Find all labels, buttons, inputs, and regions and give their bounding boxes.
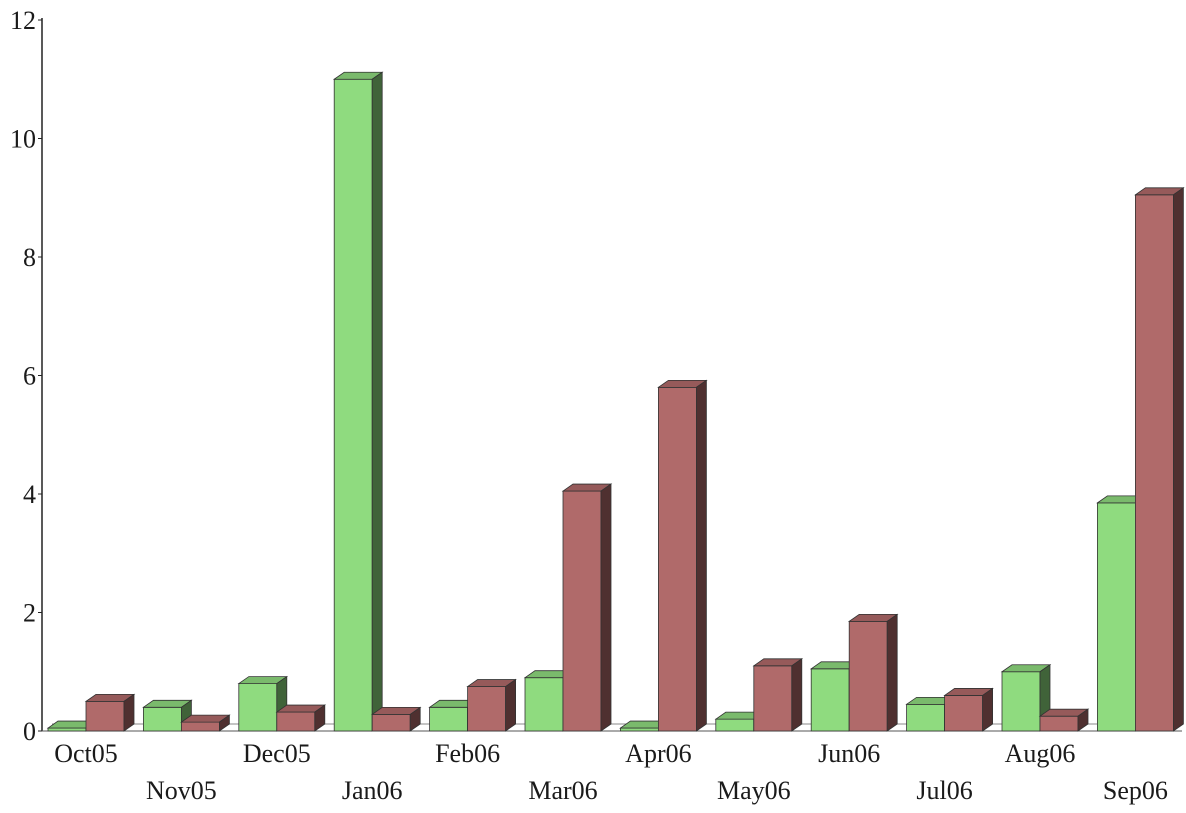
bar-Dec05-s2-side — [314, 704, 326, 732]
bar-Jul06-s2-front — [944, 695, 983, 732]
bar-Jun06-s2-side — [886, 613, 898, 732]
bar-Feb06-s2 — [466, 678, 517, 732]
bar-Mar06-s1-front — [524, 677, 564, 732]
bar-Jul06-s2-side — [982, 687, 993, 732]
x-tick-label: Jan06 — [342, 776, 403, 805]
y-tick-label: 12 — [10, 6, 36, 35]
bar-Mar06-s2-side — [600, 483, 612, 732]
bar-Sep06-s1-front — [1097, 502, 1136, 732]
x-tick-label: Feb06 — [435, 739, 500, 768]
x-tick-label: May06 — [717, 776, 791, 805]
bar-Feb06-s2-front — [467, 686, 507, 732]
bar-Nov05-s2 — [180, 714, 231, 732]
x-tick-label: Mar06 — [528, 776, 597, 805]
y-tick-label: 4 — [23, 480, 36, 509]
bar-Jul06-s2 — [943, 687, 994, 732]
bar-Nov05-s2-side — [218, 714, 230, 732]
x-tick-label: Nov05 — [146, 776, 217, 805]
bar-Apr06-s2-front — [658, 386, 697, 732]
x-tick-label: Apr06 — [625, 739, 691, 768]
y-tick-label: 6 — [23, 362, 36, 391]
bar-May06-s2 — [752, 658, 804, 732]
y-tick-label: 0 — [23, 717, 36, 746]
labels-layer: 0 2 4 6 8 10 12 Oct05 Nov05 Dec05 Jan06 Feb06 Mar06 A… — [10, 6, 1168, 805]
bar-Jun06-s1-front — [810, 668, 850, 732]
bar-Jan06-s2-side — [409, 706, 421, 732]
x-tick-label: Aug06 — [1005, 739, 1076, 768]
bar-Jan06-s2-front — [371, 714, 411, 732]
x-tick-label: Dec05 — [243, 739, 311, 768]
bar-Jan06-s2 — [370, 706, 422, 732]
y-tick-label: 8 — [23, 243, 36, 272]
bar-Dec05-s1 — [237, 675, 289, 732]
y-tick-label: 2 — [23, 599, 36, 628]
bar-May06-s1-front — [715, 718, 755, 732]
bar-Aug06-s2-front — [1039, 715, 1079, 732]
bar-Aug06-s1-front — [1001, 671, 1041, 732]
bar-Sep06-s2-side — [1173, 187, 1184, 732]
bar-Oct05-s2-side — [123, 693, 135, 732]
bar-Sep06-s2-front — [1135, 194, 1174, 732]
x-tick-label: Jun06 — [818, 739, 880, 768]
bar-Aug06-s2-side — [1077, 708, 1089, 732]
bar-Dec05-s1-front — [238, 683, 278, 732]
bar-Apr06-s2 — [657, 379, 708, 732]
bar-Sep06-s2 — [1134, 187, 1185, 732]
bar-Dec05-s2-front — [276, 711, 316, 732]
x-tick-label: Jul06 — [916, 776, 972, 805]
bars-layer — [46, 71, 1185, 732]
bar-May06-s2-side — [791, 658, 803, 732]
bar-Mar06-s2 — [561, 483, 613, 732]
bar-Jan06-s1-front — [333, 78, 373, 732]
bar-Aug06-s2 — [1038, 708, 1090, 732]
bar-May06-s2-front — [753, 665, 793, 732]
y-tick-label: 10 — [10, 125, 36, 154]
bar-Apr06-s1-front — [620, 727, 659, 732]
bar-Nov05-s2-front — [180, 721, 220, 732]
x-tick-label: Oct05 — [54, 739, 118, 768]
bar-Mar06-s2-front — [562, 490, 602, 732]
bar-Apr06-s2-side — [696, 379, 707, 732]
bar-Jan06-s1 — [332, 71, 384, 732]
bar-Feb06-s1-front — [429, 706, 469, 732]
bar-Dec05-s2 — [275, 704, 327, 732]
bar-Oct05-s2-front — [85, 700, 125, 732]
bar-Nov05-s1-front — [142, 706, 182, 732]
bar-Jun06-s2 — [847, 613, 899, 732]
bar-Oct05-s1-front — [47, 727, 87, 732]
bar-Jul06-s1-front — [906, 703, 945, 732]
bar-Feb06-s2-side — [505, 678, 516, 732]
bar-Oct05-s2 — [84, 693, 136, 732]
bar-Jun06-s2-front — [848, 620, 888, 732]
bar-Jan06-s1-side — [371, 71, 383, 732]
x-tick-label: Sep06 — [1103, 776, 1168, 805]
